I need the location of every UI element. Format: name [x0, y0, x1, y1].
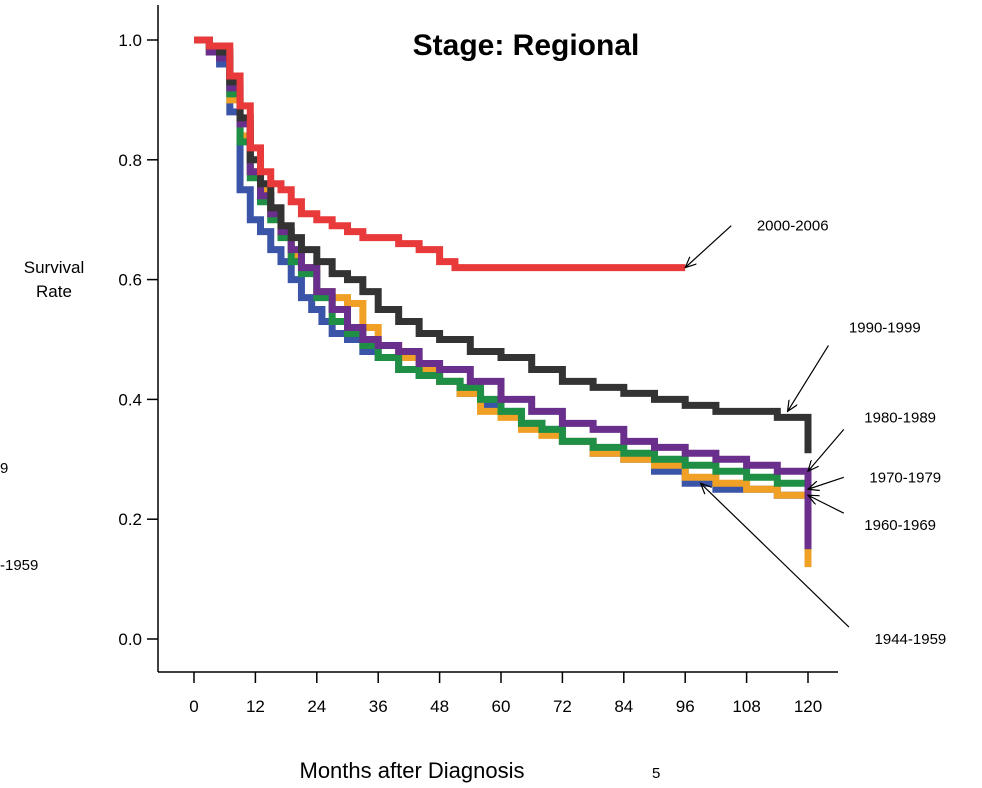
annotation-label-1990-1999: 1990-1999: [849, 320, 921, 337]
x-tick-label: 120: [794, 697, 822, 716]
series-line-1980-1989: [194, 36, 812, 550]
clipped-edge-text-1: 9: [0, 460, 8, 477]
annotation-label-1970-1979: 1970-1979: [869, 469, 941, 486]
x-tick-label: 48: [430, 697, 449, 716]
clipped-edge-text-3: 5: [652, 765, 660, 782]
x-tick-label: 60: [492, 697, 511, 716]
annotation-arrow-1990-1999: [788, 345, 829, 411]
x-axis-label: Months after Diagnosis: [300, 758, 525, 783]
y-tick-label: 1.0: [118, 31, 142, 50]
x-ticks: 0 12 24 36 48 60 72 84 96 108 120: [189, 672, 822, 716]
annotation-label-1980-1989: 1980-1989: [864, 409, 936, 426]
x-tick-label: 24: [307, 697, 326, 716]
clipped-edge-text-2: -1959: [0, 557, 38, 574]
x-tick-label: 96: [676, 697, 695, 716]
annotation-arrow-1980-1989: [808, 428, 845, 471]
x-tick-label: 108: [732, 697, 760, 716]
annotations-group: 2000-2006 1990-1999 1980-1989 1970-1979 1960…: [685, 218, 946, 648]
y-tick-label: 0.0: [118, 630, 142, 649]
series-group: [194, 36, 812, 568]
series-line-2000-2006: [194, 36, 686, 272]
y-tick-label: 0.6: [118, 271, 142, 290]
series-line-1970-1979: [194, 36, 812, 550]
x-tick-label: 12: [246, 697, 265, 716]
y-tick-label: 0.4: [118, 390, 142, 409]
y-axis-label-line2: Rate: [36, 282, 72, 301]
annotation-label-1944-1959: 1944-1959: [875, 631, 947, 648]
y-tick-label: 0.8: [118, 151, 142, 170]
x-tick-label: 72: [553, 697, 572, 716]
annotation-label-2000-2006: 2000-2006: [757, 218, 829, 235]
chart-title: Stage: Regional: [413, 29, 640, 62]
series-line-1990-1999: [194, 36, 812, 454]
y-axis-label-line1: Survival: [24, 258, 84, 277]
x-tick-label: 84: [614, 697, 633, 716]
x-tick-label: 36: [369, 697, 388, 716]
annotation-arrow-1944-1959: [701, 483, 850, 628]
y-tick-label: 0.2: [118, 510, 142, 529]
y-ticks: 0.0 0.2 0.4 0.6 0.8 1.0: [118, 31, 158, 649]
x-tick-label: 0: [189, 697, 198, 716]
annotation-label-1960-1969: 1960-1969: [864, 517, 936, 534]
annotation-arrow-1970-1979: [808, 476, 845, 489]
annotation-arrow-2000-2006: [685, 225, 732, 268]
annotation-arrow-1960-1969: [808, 495, 845, 514]
